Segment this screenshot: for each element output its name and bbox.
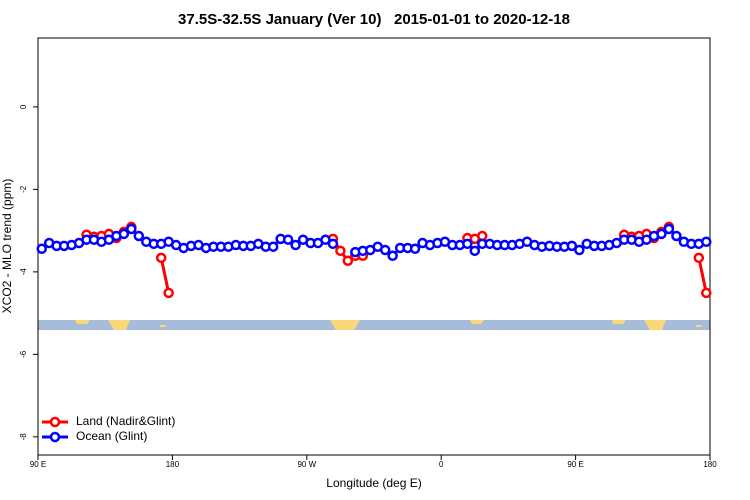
data-point	[671, 230, 682, 242]
y-tick-label: -4	[19, 268, 28, 276]
data-point	[163, 287, 174, 299]
data-point	[701, 236, 712, 248]
series-line	[697, 257, 708, 294]
data-point	[290, 239, 301, 251]
y-tick-label: -6	[19, 350, 28, 358]
legend-label: Land (Nadir&Glint)	[76, 414, 175, 428]
data-point	[267, 241, 279, 252]
data-point	[409, 243, 421, 255]
data-point	[663, 223, 675, 235]
data-point	[155, 252, 167, 264]
data-point	[320, 234, 331, 245]
data-point	[469, 245, 481, 257]
data-point	[462, 238, 473, 250]
data-point	[387, 250, 398, 262]
data-point	[36, 243, 47, 255]
map-strip	[38, 320, 710, 330]
data-point	[327, 238, 339, 250]
legend-marker	[49, 431, 61, 443]
x-tick-label: 0	[439, 460, 444, 469]
data-point	[701, 287, 712, 299]
y-tick-label: -2	[19, 185, 28, 193]
x-tick-label: 90 W	[297, 460, 316, 469]
data-point	[126, 223, 137, 235]
data-point	[574, 244, 585, 256]
y-axis-label: XCO2 - MLO trend (ppm)	[0, 179, 14, 314]
data-point	[342, 255, 354, 266]
x-tick-label: 90 E	[30, 460, 46, 469]
data-point	[133, 230, 145, 242]
x-tick-label: 90 E	[567, 460, 583, 469]
x-tick-label: 180	[703, 460, 717, 469]
y-tick-label: -8	[19, 433, 28, 441]
data-point	[693, 252, 705, 264]
x-axis-label: Longitude (deg E)	[326, 476, 421, 490]
legend-label: Ocean (Glint)	[76, 429, 147, 443]
series-line	[159, 257, 171, 294]
data-point	[118, 228, 130, 240]
data-point	[335, 245, 346, 257]
legend-marker	[49, 416, 61, 428]
y-tick-label: 0	[19, 104, 28, 109]
chart-title: 37.5S-32.5S January (Ver 10) 2015-01-01 …	[178, 11, 570, 28]
data-point	[379, 244, 391, 256]
x-tick-label: 180	[166, 460, 180, 469]
data-point	[282, 234, 294, 245]
data-point	[566, 240, 578, 252]
data-point	[656, 228, 667, 240]
